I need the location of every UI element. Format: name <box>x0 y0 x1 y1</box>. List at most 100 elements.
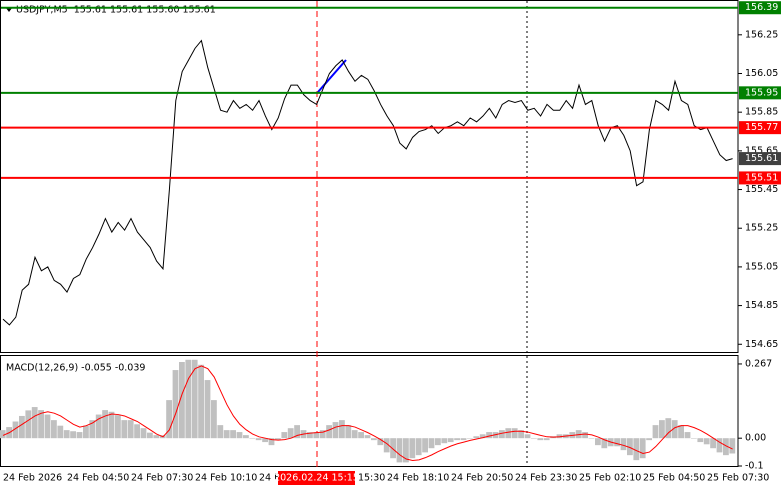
y-tick-label: 0.00 <box>745 433 766 444</box>
header-arrow <box>6 8 12 12</box>
x-tick-label: 25 Feb 02:10 <box>579 473 641 484</box>
macd-bar <box>499 430 505 439</box>
macd-bar <box>518 430 524 439</box>
macd-bar <box>364 435 371 439</box>
crosshair-label-bg <box>278 471 355 485</box>
macd-bar <box>140 428 147 439</box>
macd-bar <box>211 400 217 439</box>
macd-bar <box>505 428 512 439</box>
macd-bar <box>313 432 320 439</box>
macd-bar <box>588 438 595 439</box>
level-label-bg <box>739 121 781 135</box>
macd-bar <box>76 432 83 439</box>
macd-bar <box>409 438 416 459</box>
y-tick-label: 155.85 <box>745 107 778 118</box>
x-tick-label: 24 Feb 04:50 <box>67 473 129 484</box>
macd-bar <box>255 438 262 441</box>
level-label-bg <box>739 1 781 15</box>
macd-bar <box>537 438 544 441</box>
macd-bar <box>703 438 710 445</box>
macd-bar <box>486 432 492 439</box>
macd-bar <box>95 414 102 439</box>
macd-bar <box>44 414 51 439</box>
x-tick-label: 24 Feb 07:30 <box>131 473 193 484</box>
macd-bar <box>51 420 57 439</box>
macd-bar <box>70 431 76 439</box>
y-tick-label: 155.05 <box>745 261 778 272</box>
macd-bar <box>294 425 300 439</box>
level-label: 156.39 <box>745 2 778 13</box>
x-tick-label: 24 Feb 2026 <box>3 473 62 484</box>
macd-bar <box>153 435 160 439</box>
macd-bar <box>172 370 179 439</box>
macd-bar <box>697 438 704 443</box>
macd-bar <box>633 438 640 461</box>
macd-bar <box>339 420 345 439</box>
macd-bar <box>428 438 435 449</box>
macd-bar <box>627 438 633 456</box>
macd-pane-frame <box>0 355 739 467</box>
macd-bar <box>287 428 294 439</box>
chart-title: USDJPY,M5 155.61 155.61 155.60 155.61 <box>16 5 216 16</box>
macd-bar <box>262 438 268 443</box>
crosshair-label: 2026.02.24 15:15 <box>274 473 359 484</box>
y-tick-label: 155.45 <box>745 184 778 195</box>
macd-bar <box>716 438 723 453</box>
macd-bar <box>345 425 352 439</box>
macd-bar <box>691 438 697 439</box>
macd-bar <box>479 434 486 439</box>
macd-bar <box>127 420 134 439</box>
y-tick-label: 155.65 <box>745 145 778 156</box>
macd-title: MACD(12,26,9) -0.055 -0.039 <box>6 363 145 374</box>
macd-bar <box>243 435 249 439</box>
macd-bar <box>467 438 473 439</box>
macd-bar <box>403 438 409 463</box>
macd-bar <box>12 421 19 439</box>
macd-bar <box>435 438 441 446</box>
macd-bar <box>191 359 198 439</box>
macd-bar <box>729 438 736 454</box>
macd-bar <box>185 359 192 439</box>
y-tick-label: 156.05 <box>745 68 778 79</box>
macd-bar <box>166 400 172 439</box>
macd-bar <box>25 410 32 439</box>
x-tick-label: 25 Feb 04:50 <box>643 473 705 484</box>
macd-bar <box>524 434 531 439</box>
macd-bar <box>377 438 384 446</box>
macd-bar <box>441 438 448 444</box>
macd-bar <box>723 438 729 456</box>
macd-bar <box>639 438 646 459</box>
macd-bar <box>217 425 224 439</box>
macd-bar <box>422 438 428 453</box>
macd-bar <box>358 432 364 439</box>
x-tick-label: 24 Feb 23:30 <box>515 473 577 484</box>
macd-bar <box>601 438 608 449</box>
macd-bar <box>371 438 377 441</box>
macd-bar <box>223 430 230 439</box>
macd-bar <box>531 438 537 439</box>
macd-bar <box>671 420 678 439</box>
level-label: 155.51 <box>745 172 778 183</box>
y-tick-label: 0.267 <box>745 358 772 369</box>
macd-bar <box>275 438 281 441</box>
macd-bar <box>460 438 467 441</box>
macd-bar <box>351 430 358 439</box>
macd-bar <box>678 425 684 439</box>
macd-bar <box>684 432 691 439</box>
level-label-bg <box>739 171 781 185</box>
macd-bar <box>121 420 128 439</box>
macd-bar <box>0 430 6 439</box>
macd-bar <box>454 438 460 441</box>
macd-bar <box>383 438 390 453</box>
macd-bar <box>281 432 288 439</box>
macd-bar <box>659 420 665 439</box>
y-tick-label: 154.85 <box>745 300 778 311</box>
macd-bar <box>390 438 396 459</box>
y-tick-label: 154.65 <box>745 339 778 350</box>
macd-bar <box>511 428 518 439</box>
macd-bar <box>230 430 236 439</box>
macd-bar <box>556 434 563 439</box>
macd-bar <box>307 432 313 439</box>
